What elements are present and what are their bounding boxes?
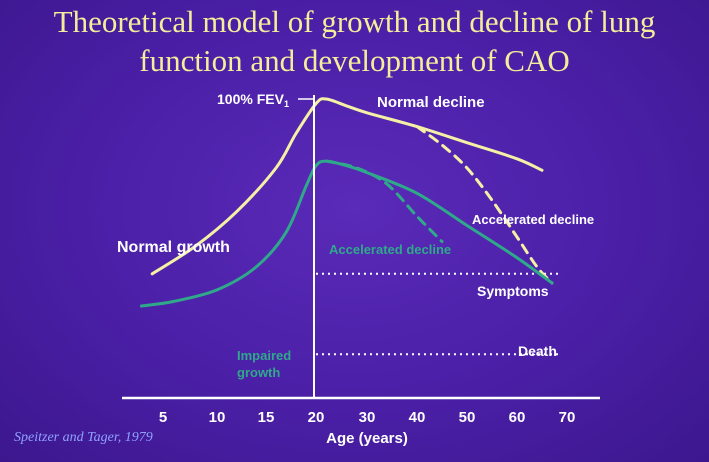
x-tick-label-30: 30 xyxy=(359,409,376,426)
label-impaired: Impaired xyxy=(237,348,291,363)
x-tick-label-10: 10 xyxy=(209,409,226,426)
label-death: Death xyxy=(518,343,557,359)
x-tick-label-60: 60 xyxy=(509,409,526,426)
curve-annotations: Normal growth Normal decline Accelerated… xyxy=(117,94,594,380)
label-accelerated-decline-impaired: Accelerated decline xyxy=(329,242,451,257)
x-tick-labels: 5 10 15 20 30 40 50 60 70 xyxy=(159,409,576,426)
series-impaired-growth-solid-curve xyxy=(139,159,554,308)
label-accelerated-decline-normal: Accelerated decline xyxy=(472,212,594,227)
fev-100-label-main: 100% FEV xyxy=(217,91,285,107)
title-line-1: Theoretical model of growth and decline … xyxy=(53,4,656,39)
label-normal-growth: Normal growth xyxy=(117,239,230,256)
x-axis-label: Age (years) xyxy=(326,430,408,447)
series-accelerated-decline-dashed-curve xyxy=(415,125,554,285)
x-tick-label-50: 50 xyxy=(459,409,476,426)
title-line-2: function and development of CAO xyxy=(139,43,570,78)
label-symptoms: Symptoms xyxy=(477,283,549,299)
x-tick-label-20: 20 xyxy=(308,409,325,426)
x-tick-label-40: 40 xyxy=(409,409,426,426)
curves xyxy=(139,97,554,308)
axes xyxy=(122,95,600,400)
chart-title: Theoretical model of growth and decline … xyxy=(0,2,709,80)
source-credit: Speitzer and Tager, 1979 xyxy=(14,430,153,445)
fev-100-label-sub: 1 xyxy=(284,99,289,109)
x-tick-label-5: 5 xyxy=(159,409,167,426)
x-tick-label-70: 70 xyxy=(559,409,576,426)
label-normal-decline: Normal decline xyxy=(377,94,485,111)
x-tick-label-15: 15 xyxy=(258,409,275,426)
series-accelerated-decline-dashed-curve xyxy=(324,159,444,244)
series-normal-growth-solid-curve xyxy=(150,97,544,276)
threshold-lines xyxy=(316,272,558,356)
fev-100-label: 100% FEV1 xyxy=(217,91,289,109)
label-growth: growth xyxy=(237,365,280,380)
